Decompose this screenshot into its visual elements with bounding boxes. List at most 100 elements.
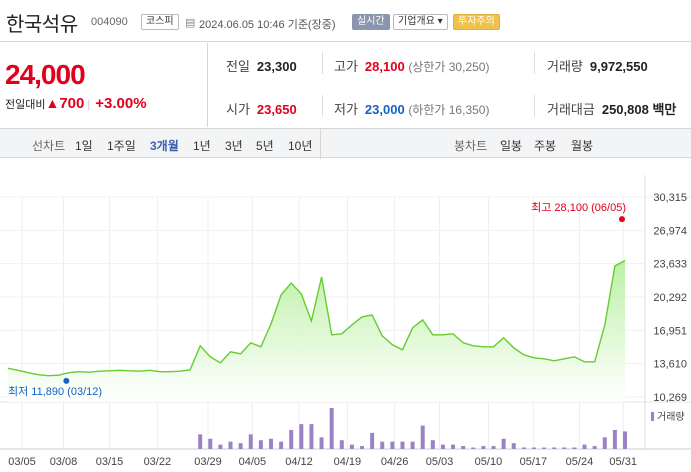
y-tick-label: 16,951	[653, 325, 687, 337]
volume-bar	[471, 447, 476, 449]
stock-name: 한국석유	[6, 14, 78, 36]
quote-stats: 전일 23,300 고가 28,100 (상한가 30,250) 거래량 9,972,…	[209, 43, 691, 127]
tab-weekly[interactable]: 주봉	[534, 139, 557, 153]
tab-1y[interactable]: 1년	[193, 139, 211, 153]
volume-bar	[572, 447, 577, 449]
tab-3y[interactable]: 3년	[225, 139, 243, 153]
stock-header: 한국석유 004090 코스피 ▤ 2024.06.05 10:46 기준(장중…	[0, 0, 691, 42]
up-arrow-icon: ▲	[45, 95, 60, 111]
stat-high: 고가 28,100 (상한가 30,250)	[334, 59, 490, 74]
realtime-button[interactable]: 실시간	[352, 14, 390, 30]
volume-bar	[309, 424, 314, 449]
company-overview-dropdown[interactable]: 기업개요 ▾	[393, 14, 448, 30]
volume-bar	[218, 444, 223, 449]
stat-amount: 거래대금 250,808 백만	[547, 102, 677, 117]
min-label: 최저 11,890 (03/12)	[8, 385, 102, 398]
volume-bar	[430, 440, 435, 449]
volume-bar	[582, 444, 587, 449]
x-tick-label: 04/12	[285, 456, 313, 468]
volume-bar	[521, 447, 526, 449]
volume-bar	[400, 441, 405, 449]
volume-bar	[208, 438, 213, 449]
volume-bar	[623, 431, 627, 449]
volume-bar	[491, 446, 496, 449]
volume-bar	[349, 444, 354, 449]
volume-bar	[461, 446, 466, 449]
y-tick-label: 13,610	[653, 359, 687, 371]
volume-bar	[410, 441, 415, 449]
x-tick-label: 03/22	[144, 456, 172, 468]
chart-tabs: 선차트 1일 1주일 3개월 1년 3년 5년 10년 봉차트 일봉 주봉 월봉	[0, 128, 691, 159]
x-tick-label: 03/05	[8, 456, 36, 468]
volume-bar	[531, 447, 536, 449]
volume-bar	[552, 447, 557, 449]
calendar-icon: ▤	[185, 17, 196, 29]
tab-3m[interactable]: 3개월	[150, 139, 179, 153]
max-point	[619, 216, 625, 223]
x-tick-label: 05/24	[566, 456, 594, 468]
x-tick-label: 04/26	[381, 456, 409, 468]
x-tick-label: 05/03	[426, 456, 454, 468]
volume-bar	[289, 429, 294, 449]
tab-1d[interactable]: 1일	[75, 139, 93, 153]
volume-bar	[542, 447, 547, 449]
price-change: 전일대비▲700 | +3.00%	[5, 95, 147, 112]
tab-10y[interactable]: 10년	[288, 139, 313, 153]
volume-bar	[370, 432, 375, 449]
stat-prev-close: 전일 23,300	[226, 59, 297, 74]
stock-code: 004090	[91, 16, 128, 28]
volume-bar	[228, 441, 233, 449]
x-tick-label: 05/17	[520, 456, 548, 468]
x-tick-label: 04/19	[334, 456, 362, 468]
tab-daily[interactable]: 일봉	[500, 139, 523, 153]
volume-bar	[380, 441, 385, 449]
y-tick-label: 10,269	[653, 392, 687, 404]
change-label: 전일대비	[5, 99, 46, 111]
volume-bar	[390, 441, 395, 449]
y-tick-label: 30,315	[653, 192, 687, 204]
x-tick-label: 03/08	[50, 456, 78, 468]
tab-1w[interactable]: 1주일	[107, 139, 136, 153]
volume-bar	[420, 425, 425, 449]
price-chart[interactable]: 최고 28,100 (06/05) 최저 11,890 (03/12) 30,31…	[0, 158, 691, 472]
volume-bar	[329, 408, 334, 449]
volume-bar	[248, 434, 253, 449]
volume-bar	[360, 446, 365, 449]
volume-bar	[511, 443, 516, 449]
stat-open: 시가 23,650	[226, 102, 297, 117]
investment-warning-badge: 투자주의	[453, 14, 500, 30]
volume-legend-swatch	[651, 412, 654, 421]
x-tick-label: 05/10	[475, 456, 503, 468]
max-label: 최고 28,100 (06/05)	[531, 201, 626, 214]
change-percent: +3.00%	[95, 95, 147, 112]
volume-bar	[238, 443, 243, 449]
y-tick-label: 23,633	[653, 259, 687, 271]
quote-datetime: 2024.06.05 10:46 기준(장중)	[199, 19, 336, 31]
candle-chart-label: 봉차트	[454, 139, 488, 153]
volume-bar	[339, 440, 344, 449]
y-tick-label: 20,292	[653, 292, 687, 304]
volume-bar	[319, 437, 324, 449]
price-line	[7, 259, 626, 377]
volume-bar	[501, 438, 506, 449]
tab-5y[interactable]: 5년	[256, 139, 274, 153]
line-chart-label: 선차트	[32, 139, 66, 153]
volume-bar	[268, 438, 273, 449]
volume-bar	[198, 434, 203, 449]
volume-bar	[451, 444, 456, 449]
volume-bar	[279, 441, 284, 449]
change-amount: 700	[59, 95, 85, 112]
min-point	[63, 377, 70, 384]
volume-bar	[258, 440, 263, 449]
x-tick-label: 05/31	[609, 456, 637, 468]
tab-monthly[interactable]: 월봉	[571, 139, 594, 153]
volume-legend: 거래량	[657, 411, 685, 423]
volume-bar	[440, 444, 445, 449]
volume-bar	[602, 437, 607, 449]
y-tick-label: 26,974	[653, 225, 687, 237]
stat-low: 저가 23,000 (하한가 16,350)	[334, 102, 490, 117]
market-badge: 코스피	[141, 14, 179, 30]
price-area	[8, 260, 625, 402]
current-price: 24,000	[5, 59, 86, 90]
volume-bar	[481, 446, 486, 449]
